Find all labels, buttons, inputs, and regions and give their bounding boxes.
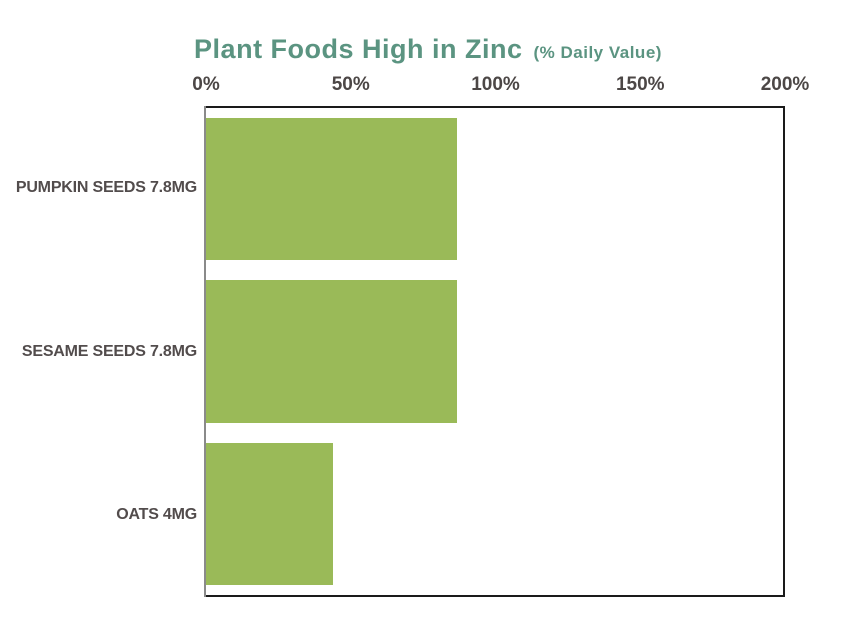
y-axis-line <box>204 106 206 597</box>
x-tick-150: 150% <box>615 74 665 95</box>
category-label-oats: OATS 4MG <box>116 506 197 524</box>
x-tick-100: 100% <box>471 74 520 95</box>
bar-row <box>206 270 783 432</box>
chart-title: Plant Foods High in Zinc (% Daily Value) <box>0 34 856 65</box>
bar-oats <box>206 442 333 585</box>
x-tick-50: 50% <box>331 74 370 95</box>
bar-sesame-seeds <box>206 280 457 423</box>
category-label-pumpkin-seeds: PUMPKIN SEEDS 7.8MG <box>15 178 197 196</box>
chart-title-main: Plant Foods High in Zinc <box>194 34 523 64</box>
category-label-sesame-seeds: SESAME SEEDS 7.8MG <box>21 342 197 360</box>
y-axis-category-labels: PUMPKIN SEEDS 7.8MG SESAME SEEDS 7.8MG O… <box>0 106 197 597</box>
chart-title-subtitle: (% Daily Value) <box>533 43 662 62</box>
x-axis-tick-labels: 0% 50% 100% 150% 200% <box>192 72 809 98</box>
plot-area <box>204 106 785 597</box>
bar-row <box>206 433 783 595</box>
x-tick-200: 200% <box>760 74 810 95</box>
bar-row <box>206 108 783 270</box>
bar-pumpkin-seeds <box>206 118 457 261</box>
x-tick-0: 0% <box>192 74 220 95</box>
